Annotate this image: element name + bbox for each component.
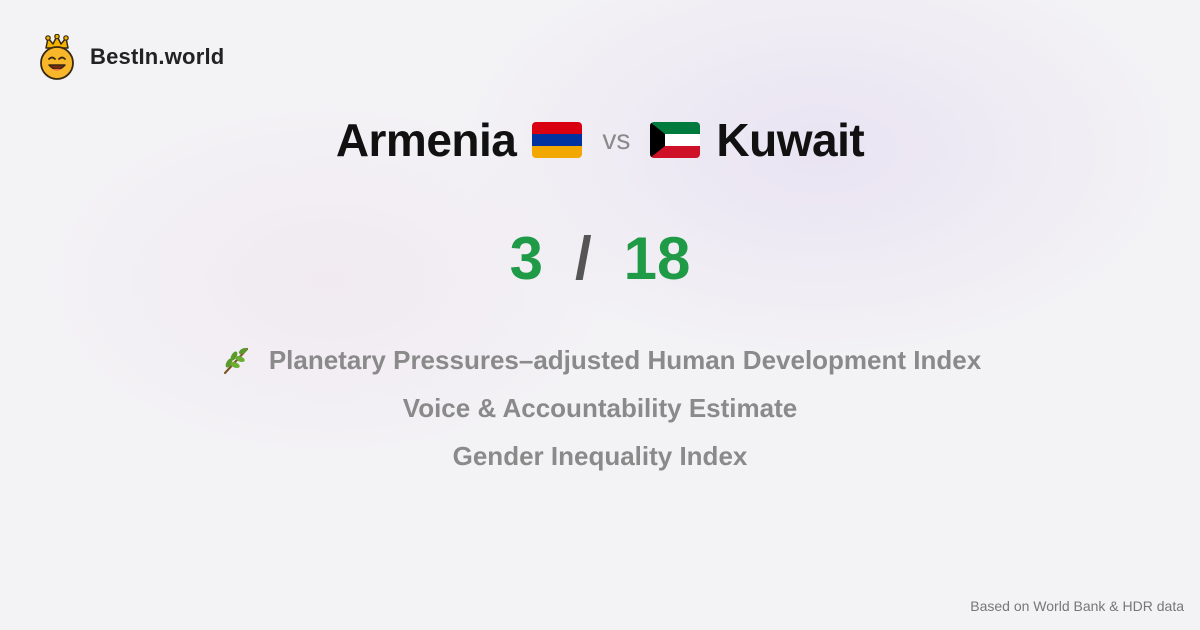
left-score: 3 [509,224,543,292]
metrics-list: Planetary Pressures–adjusted Human Devel… [0,336,1200,480]
metric-label: Gender Inequality Index [452,440,748,471]
metric-item: Voice & Accountability Estimate [0,384,1200,432]
data-source-note: Based on World Bank & HDR data [970,598,1184,614]
crown-smiley-icon [40,34,74,80]
leaf-branch-icon [223,347,248,375]
comparison-heading: Armenia vs Kuwait [0,108,1200,172]
kuwait-flag-icon [650,122,701,158]
armenia-flag-icon [532,122,583,158]
right-country-name: Kuwait [716,114,865,166]
brand-name: BestIn.world [90,44,225,69]
score-separator: / [574,224,592,292]
metric-item: Planetary Pressures–adjusted Human Devel… [0,336,1200,384]
score: 3 / 18 [0,220,1200,296]
brand[interactable]: BestIn.world [38,34,224,80]
vs-label: vs [602,124,631,155]
metric-item: Gender Inequality Index [0,432,1200,480]
left-country-name: Armenia [335,114,517,166]
metric-label: Voice & Accountability Estimate [402,392,798,423]
right-score: 18 [623,224,691,292]
metric-label: Planetary Pressures–adjusted Human Devel… [268,344,982,375]
